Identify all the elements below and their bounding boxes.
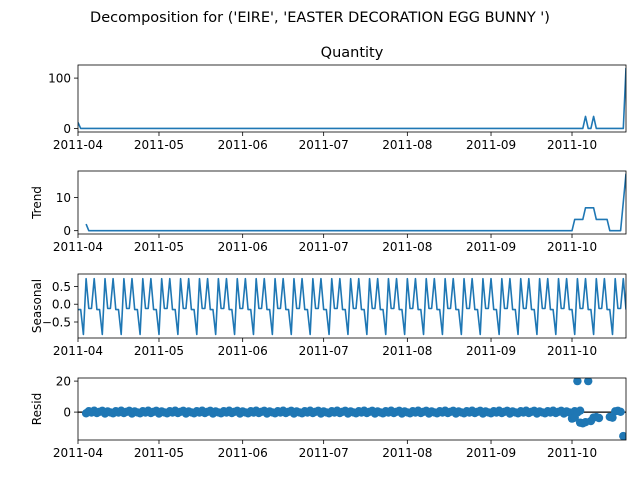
x-tick-label: 2011-06 bbox=[218, 138, 268, 152]
subplot-2: Seasonal 0.5 0.0 −0.5 2011-04 2011-05 2011-06 2… bbox=[30, 273, 627, 358]
subplot-3-ylabel: Resid bbox=[30, 393, 44, 425]
y-tick-label: 100 bbox=[48, 72, 71, 86]
y-tick-label: 0 bbox=[63, 406, 71, 420]
subplot-2-frame bbox=[77, 273, 627, 339]
subplot-1-ylabel: Trend bbox=[30, 186, 44, 220]
x-tick-label: 2011-05 bbox=[134, 138, 184, 152]
x-tick-label: 2011-09 bbox=[466, 344, 516, 358]
x-tick-label: 2011-06 bbox=[218, 344, 268, 358]
x-tick-label: 2011-07 bbox=[299, 138, 349, 152]
series-line bbox=[78, 67, 626, 130]
resid-point bbox=[584, 378, 593, 386]
subplot-0: Quantity 0 100 2011-04 2011-05 2011-06 2011-07… bbox=[48, 45, 627, 152]
x-tick-label: 2011-08 bbox=[382, 344, 432, 358]
resid-point bbox=[608, 413, 617, 422]
x-tick-label: 2011-06 bbox=[218, 446, 268, 460]
x-tick-label: 2011-06 bbox=[218, 240, 268, 254]
y-tick-label: 0.5 bbox=[52, 280, 71, 294]
resid-point bbox=[619, 431, 626, 440]
x-tick-label: 2011-07 bbox=[299, 344, 349, 358]
x-tick-label: 2011-10 bbox=[547, 446, 597, 460]
subplot-3-frame bbox=[77, 377, 627, 441]
x-tick-label: 2011-07 bbox=[299, 240, 349, 254]
x-tick-label: 2011-08 bbox=[382, 240, 432, 254]
x-tick-label: 2011-09 bbox=[466, 138, 516, 152]
x-tick-label: 2011-10 bbox=[547, 138, 597, 152]
y-tick-label: 0.0 bbox=[52, 298, 71, 312]
x-tick-label: 2011-04 bbox=[53, 240, 103, 254]
x-tick-label: 2011-05 bbox=[134, 446, 184, 460]
x-tick-label: 2011-08 bbox=[382, 138, 432, 152]
resid-point bbox=[573, 378, 582, 386]
resid-point bbox=[594, 413, 604, 423]
y-tick-label: 20 bbox=[56, 375, 71, 389]
x-tick-label: 2011-09 bbox=[466, 240, 516, 254]
x-tick-label: 2011-08 bbox=[382, 446, 432, 460]
resid-point bbox=[575, 406, 585, 415]
seasonal-line bbox=[78, 277, 626, 336]
x-tick-label: 2011-05 bbox=[134, 344, 184, 358]
subplot-0-title: Quantity bbox=[321, 45, 384, 61]
y-tick-label: −0.5 bbox=[42, 316, 71, 330]
resid-point bbox=[616, 407, 625, 416]
x-tick-label: 2011-07 bbox=[299, 446, 349, 460]
x-tick-label: 2011-04 bbox=[53, 446, 103, 460]
subplot-1-frame bbox=[77, 170, 627, 235]
series-line bbox=[85, 173, 626, 232]
y-tick-label: 0 bbox=[63, 224, 71, 238]
subplot-3-data bbox=[78, 378, 626, 440]
x-tick-label: 2011-04 bbox=[53, 344, 103, 358]
y-tick-label: 10 bbox=[56, 191, 71, 205]
resid-point bbox=[570, 413, 579, 422]
subplot-0-frame bbox=[77, 64, 627, 133]
x-tick-label: 2011-10 bbox=[547, 240, 597, 254]
x-tick-label: 2011-09 bbox=[466, 446, 516, 460]
x-tick-label: 2011-04 bbox=[53, 138, 103, 152]
subplot-3: Resid 0 20 2011-04 2011-05 2011-06 2011-07 2011… bbox=[30, 375, 627, 460]
subplot-0-data bbox=[78, 67, 626, 130]
y-tick-label: 0 bbox=[63, 122, 71, 136]
x-tick-label: 2011-10 bbox=[547, 344, 597, 358]
figure-suptitle: Decomposition for ('EIRE', 'EASTER DECOR… bbox=[90, 10, 550, 26]
subplot-1-data bbox=[85, 173, 626, 232]
subplot-2-data bbox=[78, 277, 626, 336]
subplot-2-ylabel: Seasonal bbox=[30, 279, 44, 333]
subplot-1: Trend 0 10 2011-04 2011-05 2011-06 2011-07 2011… bbox=[30, 170, 627, 254]
x-tick-label: 2011-05 bbox=[134, 240, 184, 254]
